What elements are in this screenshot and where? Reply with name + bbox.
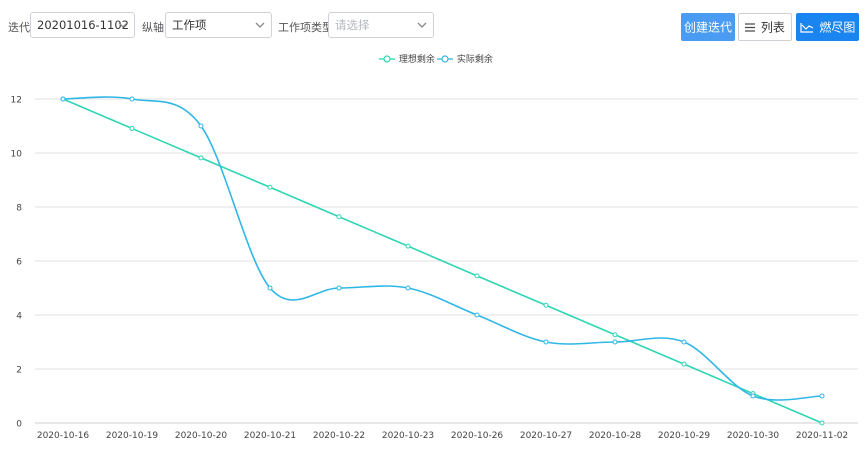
chart-legend: 理想剩余 实际剩余 bbox=[0, 51, 865, 67]
y-tick-label: 0 bbox=[16, 420, 22, 430]
legend-actual-marker-icon bbox=[437, 54, 453, 63]
x-tick-label: 2020-10-26 bbox=[451, 431, 504, 441]
ideal-point bbox=[819, 420, 825, 426]
ideal-point bbox=[543, 302, 549, 308]
axis-label: 纵轴: bbox=[142, 21, 168, 34]
iteration-select-value: 20201016-1102 bbox=[37, 18, 129, 32]
create-iteration-button[interactable]: 创建迭代 bbox=[681, 13, 735, 41]
type-select[interactable]: 请选择 bbox=[328, 12, 434, 38]
legend-item-ideal[interactable]: 理想剩余 bbox=[379, 52, 435, 65]
list-view-button[interactable]: 列表 bbox=[738, 13, 792, 41]
y-tick-label: 6 bbox=[16, 258, 22, 268]
iteration-select[interactable]: 20201016-1102 bbox=[30, 12, 135, 38]
x-tick-label: 2020-10-22 bbox=[313, 431, 365, 441]
actual-point bbox=[198, 123, 204, 129]
ideal-point bbox=[474, 273, 480, 279]
y-tick-label: 8 bbox=[16, 204, 22, 214]
type-label: 工作项类型: bbox=[278, 21, 337, 34]
ideal-point bbox=[129, 125, 135, 131]
actual-point bbox=[819, 393, 825, 399]
x-tick-label: 2020-10-19 bbox=[106, 431, 159, 441]
create-iteration-label: 创建迭代 bbox=[683, 20, 732, 35]
ideal-point bbox=[198, 155, 204, 161]
x-tick-label: 2020-11-02 bbox=[796, 431, 848, 441]
type-select-placeholder: 请选择 bbox=[335, 18, 370, 32]
actual-point bbox=[612, 339, 618, 345]
actual-point bbox=[474, 312, 480, 318]
actual-point bbox=[336, 285, 342, 291]
y-tick-label: 4 bbox=[16, 312, 22, 322]
ideal-point bbox=[336, 214, 342, 220]
x-tick-label: 2020-10-30 bbox=[727, 431, 780, 441]
actual-point bbox=[129, 96, 135, 102]
legend-item-actual[interactable]: 实际剩余 bbox=[437, 52, 493, 65]
x-tick-label: 2020-10-21 bbox=[244, 431, 296, 441]
y-tick-label: 10 bbox=[11, 150, 23, 160]
ideal-remaining-line bbox=[62, 98, 823, 424]
burndown-view-label: 燃尽图 bbox=[819, 20, 856, 35]
x-tick-label: 2020-10-28 bbox=[589, 431, 642, 441]
actual-point bbox=[405, 285, 411, 291]
x-tick-label: 2020-10-23 bbox=[382, 431, 434, 441]
axis-select[interactable]: 工作项 bbox=[165, 12, 272, 38]
chevron-down-icon bbox=[255, 22, 265, 28]
y-tick-label: 12 bbox=[11, 96, 22, 106]
toolbar: 迭代: 20201016-1102 纵轴: 工作项 工作项类型: 请选择 创建迭… bbox=[0, 0, 865, 52]
actual-point bbox=[750, 393, 756, 399]
iteration-label: 迭代: bbox=[8, 21, 34, 34]
chevron-down-icon bbox=[118, 22, 128, 28]
actual-point bbox=[543, 339, 549, 345]
actual-point bbox=[681, 339, 687, 345]
x-tick-label: 2020-10-20 bbox=[175, 431, 228, 441]
ideal-point bbox=[267, 184, 273, 190]
actual-point bbox=[60, 96, 66, 102]
x-tick-label: 2020-10-16 bbox=[37, 431, 90, 441]
ideal-point bbox=[681, 361, 687, 367]
x-tick-label: 2020-10-27 bbox=[520, 431, 572, 441]
actual-point bbox=[267, 285, 273, 291]
chevron-down-icon bbox=[417, 22, 427, 28]
list-view-label: 列表 bbox=[760, 20, 785, 35]
line-chart-icon bbox=[799, 23, 813, 33]
legend-actual-label: 实际剩余 bbox=[456, 55, 493, 65]
legend-ideal-marker-icon bbox=[379, 54, 395, 63]
ideal-point bbox=[405, 243, 411, 249]
list-icon bbox=[745, 23, 756, 32]
actual-remaining-line bbox=[62, 96, 823, 401]
legend-ideal-label: 理想剩余 bbox=[398, 55, 435, 65]
x-tick-label: 2020-10-29 bbox=[658, 431, 711, 441]
axis-select-value: 工作项 bbox=[172, 18, 207, 32]
burndown-view-button[interactable]: 燃尽图 bbox=[796, 13, 859, 41]
y-tick-label: 2 bbox=[16, 366, 22, 376]
ideal-point bbox=[612, 332, 618, 338]
